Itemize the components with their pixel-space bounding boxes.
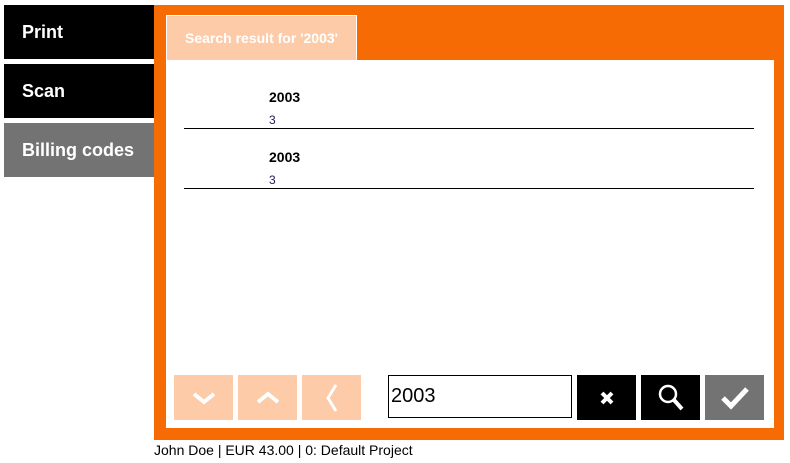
confirm-button[interactable]: [705, 375, 764, 420]
check-icon: [720, 386, 749, 410]
scroll-up-button[interactable]: [238, 375, 297, 420]
chevron-left-icon: [325, 383, 337, 412]
status-bar: John Doe | EUR 43.00 | 0: Default Projec…: [154, 442, 413, 458]
chevron-down-icon: [192, 391, 215, 405]
list-item[interactable]: 2003 3: [184, 129, 754, 189]
sidebar-item-print[interactable]: Print: [4, 5, 154, 59]
item-subtitle: 3: [269, 173, 276, 187]
tab-label: Search result for '2003': [185, 30, 338, 46]
scroll-down-button[interactable]: [174, 375, 233, 420]
search-input[interactable]: [388, 375, 572, 418]
chevron-up-icon: [256, 390, 279, 404]
back-button[interactable]: [302, 375, 361, 420]
close-icon: [600, 391, 613, 404]
item-title: 2003: [269, 89, 301, 105]
search-icon: [658, 384, 683, 410]
sidebar-item-billing-codes[interactable]: Billing codes: [4, 123, 154, 177]
item-title: 2003: [269, 149, 301, 165]
search-button[interactable]: [641, 375, 700, 420]
main-panel: Search result for '2003' 2003 3 2003 3: [154, 5, 784, 440]
clear-button[interactable]: [577, 375, 636, 420]
list-item[interactable]: 2003 3: [184, 69, 754, 129]
tab-search-result[interactable]: Search result for '2003': [166, 15, 357, 60]
item-subtitle: 3: [269, 113, 276, 127]
results-list: 2003 3 2003 3: [166, 60, 774, 428]
sidebar-item-scan[interactable]: Scan: [4, 64, 154, 118]
